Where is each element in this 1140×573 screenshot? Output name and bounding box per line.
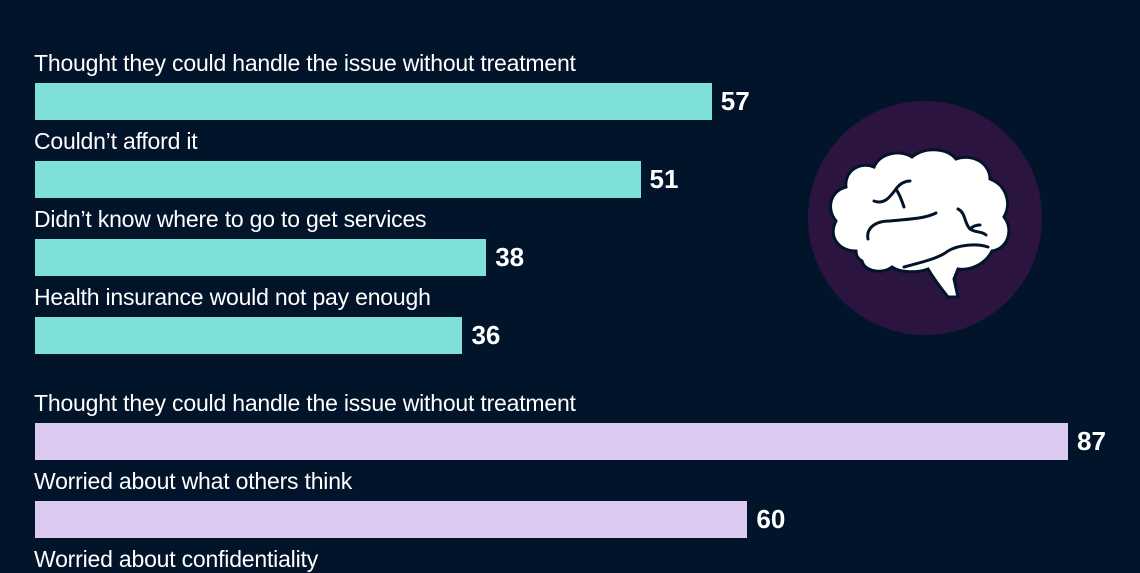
bar-category-label: Didn’t know where to go to get services <box>34 206 427 232</box>
bar <box>35 501 748 538</box>
bar <box>35 161 641 198</box>
bar <box>35 83 712 120</box>
bar-value-label: 57 <box>720 86 750 116</box>
bar-value-label: 51 <box>649 164 679 194</box>
bar <box>35 317 463 354</box>
bar-category-label: Thought they could handle the issue with… <box>34 390 576 416</box>
bar <box>35 423 1068 460</box>
bar-category-label: Thought they could handle the issue with… <box>34 50 576 76</box>
bar-category-label: Worried about confidentiality <box>34 546 318 572</box>
bar-category-label: Health insurance would not pay enough <box>34 284 431 310</box>
brain-icon <box>829 148 1011 299</box>
bar-value-label: 36 <box>471 320 501 350</box>
icon-circle <box>808 101 1042 335</box>
bar-category-label: Couldn’t afford it <box>34 128 198 154</box>
bar-category-label: Worried about what others think <box>34 468 353 494</box>
bar-value-label: 38 <box>495 242 525 272</box>
bar-value-label: 87 <box>1077 426 1106 456</box>
bar-value-label: 60 <box>756 504 786 534</box>
bar <box>35 239 487 276</box>
